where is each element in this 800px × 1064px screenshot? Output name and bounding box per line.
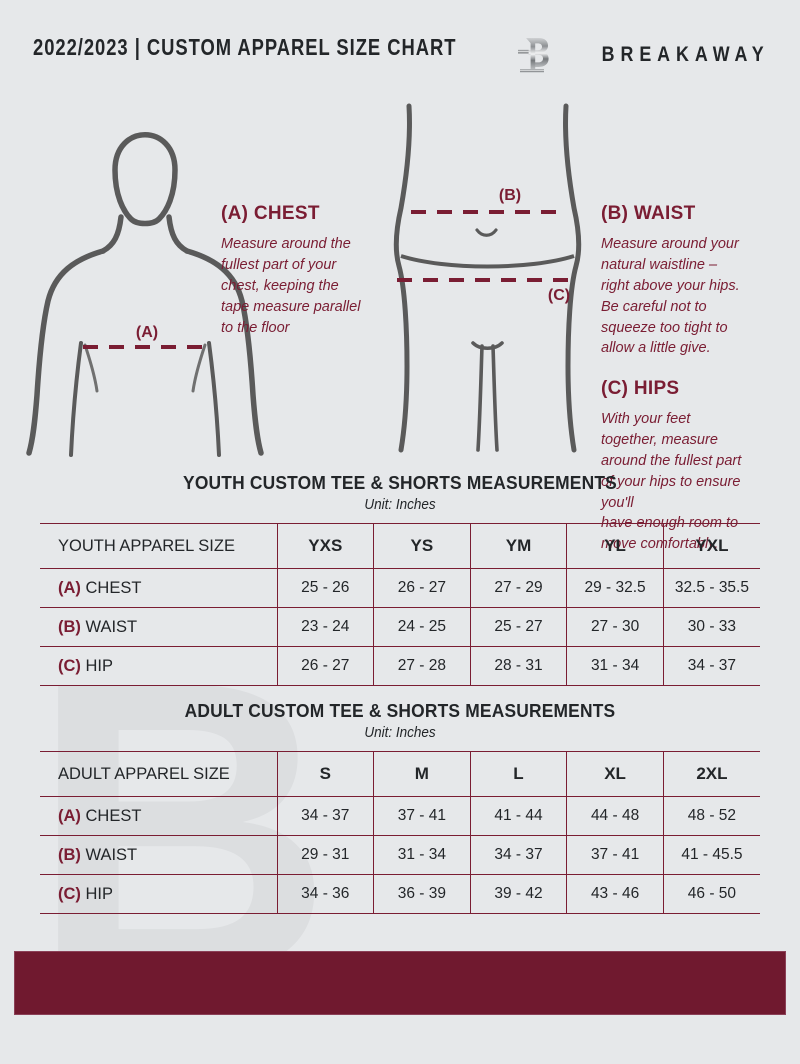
column-header: ADULT APPAREL SIZE — [40, 751, 277, 797]
table-cell: 28 - 31 — [469, 646, 567, 686]
adult-table-unit: Unit: Inches — [364, 724, 436, 741]
adult-measurements-table: ADULT APPAREL SIZE S M L XL 2XL (A) CHES… — [40, 751, 760, 914]
table-cell: 37 - 41 — [373, 796, 471, 836]
table-cell: 23 - 24 — [276, 607, 374, 647]
measurement-illustrations: (A) (B) (C) (A) CHEST Measure around the… — [0, 95, 800, 552]
table-cell: 34 - 37 — [276, 796, 374, 836]
table-cell: 29 - 32.5 — [566, 568, 664, 608]
table-row: (A) CHEST 34 - 37 37 - 41 41 - 44 44 - 4… — [40, 796, 760, 836]
column-header: M — [373, 751, 471, 797]
row-tag: (B) — [58, 617, 81, 636]
size-chart-page: 2022/2023 | CUSTOM APPAREL SIZE CHART — [0, 34, 800, 1015]
row-label-text: HIP — [85, 656, 114, 675]
callout-waist: (B) WAIST Measure around your natural wa… — [601, 203, 776, 359]
table-cell: 41 - 44 — [469, 796, 567, 836]
callout-waist-body: Measure around your natural waistline – … — [601, 236, 740, 357]
table-cell: 36 - 39 — [373, 874, 471, 914]
row-tag: (B) — [58, 845, 81, 864]
row-tag: (C) — [58, 656, 81, 675]
row-label-text: CHEST — [85, 806, 142, 825]
table-cell: 44 - 48 — [566, 796, 664, 836]
callout-chest: (A) CHEST Measure around the fullest par… — [221, 203, 401, 338]
table-cell: 27 - 29 — [469, 568, 567, 608]
row-label-text: WAIST — [85, 845, 138, 864]
youth-measurements-table: YOUTH APPAREL SIZE YXS YS YM YL YXL (A) … — [40, 523, 760, 686]
row-label: (A) CHEST — [40, 796, 277, 836]
column-header: L — [469, 751, 567, 797]
footer-bar — [14, 951, 786, 1015]
page-title: 2022/2023 | CUSTOM APPAREL SIZE CHART — [33, 34, 457, 60]
chest-measure-label: (A) — [136, 324, 158, 341]
callout-chest-body: Measure around the fullest part of your … — [221, 236, 361, 336]
table-cell: 43 - 46 — [566, 874, 664, 914]
table-cell: 25 - 27 — [469, 607, 567, 647]
table-cell: 34 - 37 — [469, 835, 567, 875]
row-label-text: WAIST — [85, 617, 138, 636]
callout-hips-heading: (C) HIPS — [601, 378, 680, 399]
row-label-text: CHEST — [85, 578, 142, 597]
brand-wordmark: BREAKAWAY — [602, 43, 770, 66]
row-tag: (A) — [58, 806, 81, 825]
table-cell: 27 - 28 — [373, 646, 471, 686]
column-header: S — [276, 751, 374, 797]
table-cell: 31 - 34 — [373, 835, 471, 875]
hips-figure-illustration: (B) (C) — [393, 103, 582, 453]
table-cell: 26 - 27 — [373, 568, 471, 608]
row-tag: (A) — [58, 578, 81, 597]
table-cell: 41 - 45.5 — [662, 835, 760, 875]
table-row: (B) WAIST 29 - 31 31 - 34 34 - 37 37 - 4… — [40, 835, 760, 875]
adult-table-title: ADULT CUSTOM TEE & SHORTS MEASUREMENTS — [184, 700, 616, 721]
brand-lockup: BREAKAWAY — [510, 32, 770, 78]
table-cell: 24 - 25 — [373, 607, 471, 647]
row-label: (C) HIP — [40, 874, 277, 914]
table-cell: 34 - 36 — [276, 874, 374, 914]
table-cell: 32.5 - 35.5 — [662, 568, 760, 608]
page-header: 2022/2023 | CUSTOM APPAREL SIZE CHART — [0, 34, 800, 74]
row-label: (C) HIP — [40, 646, 277, 686]
table-header-row: YOUTH APPAREL SIZE YXS YS YM YL YXL — [40, 523, 760, 569]
youth-table-unit: Unit: Inches — [364, 496, 436, 513]
table-cell: 26 - 27 — [276, 646, 374, 686]
table-row: (C) HIP 34 - 36 36 - 39 39 - 42 43 - 46 … — [40, 874, 760, 914]
column-header: YL — [566, 523, 664, 569]
table-row: (C) HIP 26 - 27 27 - 28 28 - 31 31 - 34 … — [40, 646, 760, 686]
callout-waist-heading: (B) WAIST — [601, 203, 696, 224]
table-cell: 39 - 42 — [469, 874, 567, 914]
table-cell: 30 - 33 — [662, 607, 760, 647]
row-label-text: HIP — [85, 884, 114, 903]
column-header: 2XL — [662, 751, 760, 797]
callout-chest-heading: (A) CHEST — [221, 203, 320, 224]
column-header: YXL — [662, 523, 760, 569]
column-header: YXS — [276, 523, 374, 569]
breakaway-b-monogram-icon — [518, 38, 550, 73]
waist-measure-label: (B) — [499, 187, 521, 204]
hip-measure-label: (C) — [548, 287, 570, 304]
row-label: (B) WAIST — [40, 835, 277, 875]
table-cell: 25 - 26 — [276, 568, 374, 608]
youth-measurements-block: YOUTH CUSTOM TEE & SHORTS MEASUREMENTS U… — [0, 472, 800, 686]
torso-figure-illustration: (A) — [26, 132, 264, 457]
column-header: YS — [373, 523, 471, 569]
table-row: (A) CHEST 25 - 26 26 - 27 27 - 29 29 - 3… — [40, 568, 760, 608]
column-header: YOUTH APPAREL SIZE — [40, 523, 277, 569]
row-label: (B) WAIST — [40, 607, 277, 647]
table-cell: 46 - 50 — [662, 874, 760, 914]
table-cell: 27 - 30 — [566, 607, 664, 647]
table-cell: 31 - 34 — [566, 646, 664, 686]
table-cell: 48 - 52 — [662, 796, 760, 836]
column-header: XL — [566, 751, 664, 797]
row-label: (A) CHEST — [40, 568, 277, 608]
row-tag: (C) — [58, 884, 81, 903]
table-cell: 29 - 31 — [276, 835, 374, 875]
column-header: YM — [469, 523, 567, 569]
youth-table-title: YOUTH CUSTOM TEE & SHORTS MEASUREMENTS — [183, 472, 617, 493]
table-cell: 34 - 37 — [662, 646, 760, 686]
table-row: (B) WAIST 23 - 24 24 - 25 25 - 27 27 - 3… — [40, 607, 760, 647]
adult-measurements-block: ADULT CUSTOM TEE & SHORTS MEASUREMENTS U… — [0, 700, 800, 914]
table-cell: 37 - 41 — [566, 835, 664, 875]
table-header-row: ADULT APPAREL SIZE S M L XL 2XL — [40, 751, 760, 797]
